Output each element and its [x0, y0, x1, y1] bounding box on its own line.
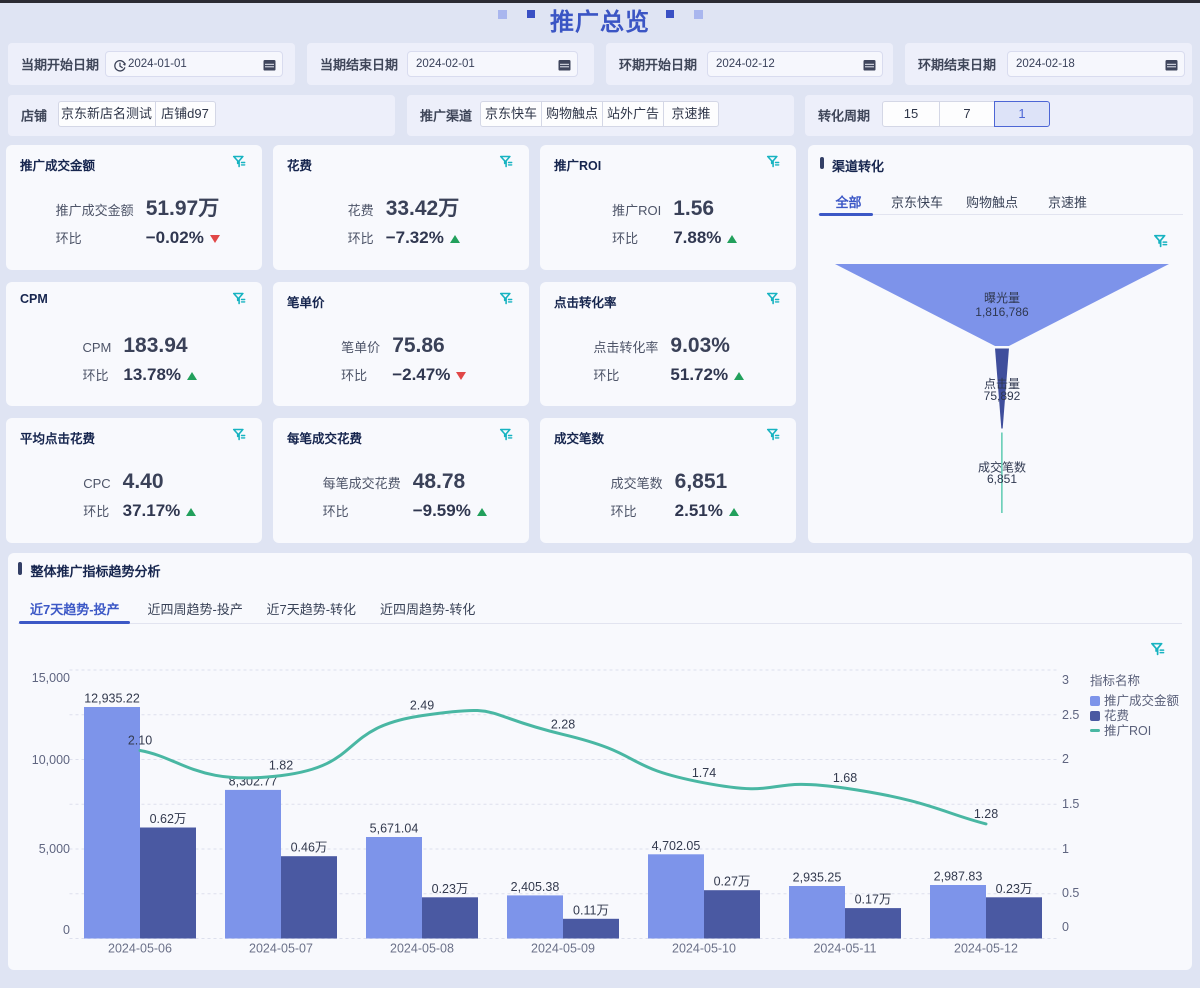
svg-text:2,987.83: 2,987.83 — [934, 870, 983, 884]
svg-text:2024-05-06: 2024-05-06 — [108, 942, 172, 956]
svg-text:2024-05-10: 2024-05-10 — [672, 942, 736, 956]
svg-text:0.23万: 0.23万 — [432, 882, 469, 896]
svg-text:75,892: 75,892 — [983, 389, 1020, 403]
svg-text:0.17万: 0.17万 — [855, 893, 892, 907]
svg-text:2,935.25: 2,935.25 — [793, 871, 842, 885]
svg-text:2024-05-09: 2024-05-09 — [531, 942, 595, 956]
svg-text:0.62万: 0.62万 — [150, 812, 187, 826]
svg-text:曝光量: 曝光量 — [983, 291, 1019, 305]
svg-text:1.74: 1.74 — [692, 766, 716, 780]
svg-text:4,702.05: 4,702.05 — [652, 839, 701, 853]
svg-text:指标名称: 指标名称 — [1090, 673, 1140, 688]
svg-text:2024-05-11: 2024-05-11 — [813, 942, 876, 956]
svg-text:2.5: 2.5 — [1062, 708, 1079, 722]
svg-text:2,405.38: 2,405.38 — [511, 880, 560, 894]
svg-text:1.68: 1.68 — [833, 771, 857, 785]
svg-text:1.28: 1.28 — [974, 807, 998, 821]
svg-text:0.5: 0.5 — [1062, 886, 1079, 900]
svg-text:1: 1 — [1062, 842, 1069, 856]
svg-text:0: 0 — [1062, 920, 1069, 934]
svg-text:0.27万: 0.27万 — [714, 875, 751, 889]
svg-text:成交笔数: 成交笔数 — [977, 460, 1025, 475]
svg-text:推广ROI: 推广ROI — [1104, 724, 1151, 738]
svg-text:1.82: 1.82 — [269, 759, 293, 773]
svg-text:推广成交金额: 推广成交金额 — [1104, 693, 1180, 708]
svg-text:12,935.22: 12,935.22 — [84, 692, 140, 706]
svg-text:2.28: 2.28 — [551, 717, 575, 731]
svg-text:0: 0 — [63, 923, 70, 937]
svg-text:10,000: 10,000 — [32, 753, 70, 767]
svg-text:5,000: 5,000 — [39, 842, 70, 856]
svg-text:0.46万: 0.46万 — [291, 841, 328, 855]
svg-text:1,816,786: 1,816,786 — [975, 305, 1029, 319]
svg-text:15,000: 15,000 — [32, 671, 70, 685]
svg-text:1.5: 1.5 — [1062, 797, 1079, 811]
svg-text:0.11万: 0.11万 — [573, 903, 609, 917]
svg-text:2.10: 2.10 — [128, 734, 152, 748]
svg-text:0.23万: 0.23万 — [996, 882, 1033, 896]
svg-text:5,671.04: 5,671.04 — [370, 822, 419, 836]
svg-text:2024-05-07: 2024-05-07 — [249, 942, 313, 956]
svg-text:3: 3 — [1062, 673, 1069, 687]
svg-text:点击量: 点击量 — [983, 377, 1019, 391]
svg-text:2024-05-12: 2024-05-12 — [954, 942, 1018, 956]
svg-text:6,851: 6,851 — [986, 472, 1016, 486]
svg-text:花费: 花费 — [1104, 708, 1129, 723]
svg-text:2.49: 2.49 — [410, 699, 434, 713]
svg-text:2: 2 — [1062, 752, 1069, 766]
svg-text:2024-05-08: 2024-05-08 — [390, 942, 454, 956]
